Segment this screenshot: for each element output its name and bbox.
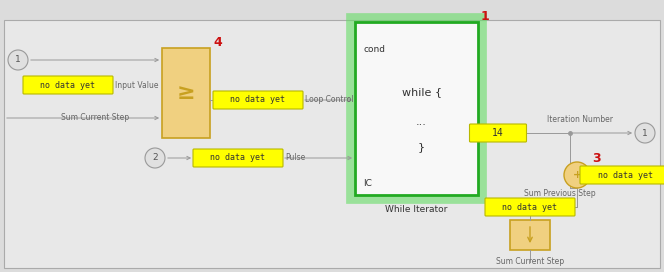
Text: 2: 2 [152,153,158,162]
FancyBboxPatch shape [213,91,303,109]
Text: Sum Current Step: Sum Current Step [496,258,564,267]
Text: while {: while { [402,87,442,97]
Text: Loop Control: Loop Control [305,95,353,104]
FancyBboxPatch shape [162,48,210,138]
FancyBboxPatch shape [193,149,283,167]
Text: +: + [572,170,582,180]
Text: no data yet: no data yet [41,81,96,89]
FancyBboxPatch shape [485,198,575,216]
Text: 3: 3 [592,152,601,165]
Text: ≥: ≥ [177,83,195,103]
Text: no data yet: no data yet [598,171,653,180]
Text: 14: 14 [492,128,504,138]
Text: cond: cond [363,45,385,54]
FancyBboxPatch shape [4,20,660,268]
Text: Sum Current Step: Sum Current Step [61,113,129,122]
Text: IC: IC [363,180,372,188]
FancyBboxPatch shape [23,76,113,94]
Circle shape [564,162,590,188]
Text: Input Value: Input Value [115,81,159,89]
Circle shape [635,123,655,143]
Text: 1: 1 [15,55,21,64]
FancyBboxPatch shape [469,124,527,142]
Text: ...: ... [416,117,427,127]
FancyBboxPatch shape [355,22,478,195]
Text: 1: 1 [642,128,648,138]
Text: Sum Previous Step: Sum Previous Step [524,188,596,197]
Text: }: } [418,142,425,152]
Text: no data yet: no data yet [210,153,266,162]
Circle shape [145,148,165,168]
Text: While Iterator: While Iterator [385,205,448,214]
FancyBboxPatch shape [510,220,550,250]
FancyBboxPatch shape [580,166,664,184]
Circle shape [8,50,28,70]
Text: Pulse: Pulse [285,153,305,162]
Text: no data yet: no data yet [230,95,286,104]
Text: no data yet: no data yet [503,202,558,212]
Text: 1: 1 [481,10,490,23]
Text: Iteration Number: Iteration Number [547,115,614,123]
Text: 4: 4 [213,36,222,48]
